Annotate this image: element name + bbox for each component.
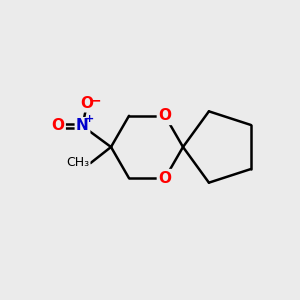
Text: O: O xyxy=(158,171,172,186)
Text: N: N xyxy=(76,118,89,134)
Text: O: O xyxy=(51,118,64,134)
Text: O: O xyxy=(158,108,172,123)
Text: −: − xyxy=(89,94,101,107)
Text: +: + xyxy=(85,113,94,124)
Text: O: O xyxy=(80,96,94,111)
Text: CH₃: CH₃ xyxy=(66,156,89,169)
